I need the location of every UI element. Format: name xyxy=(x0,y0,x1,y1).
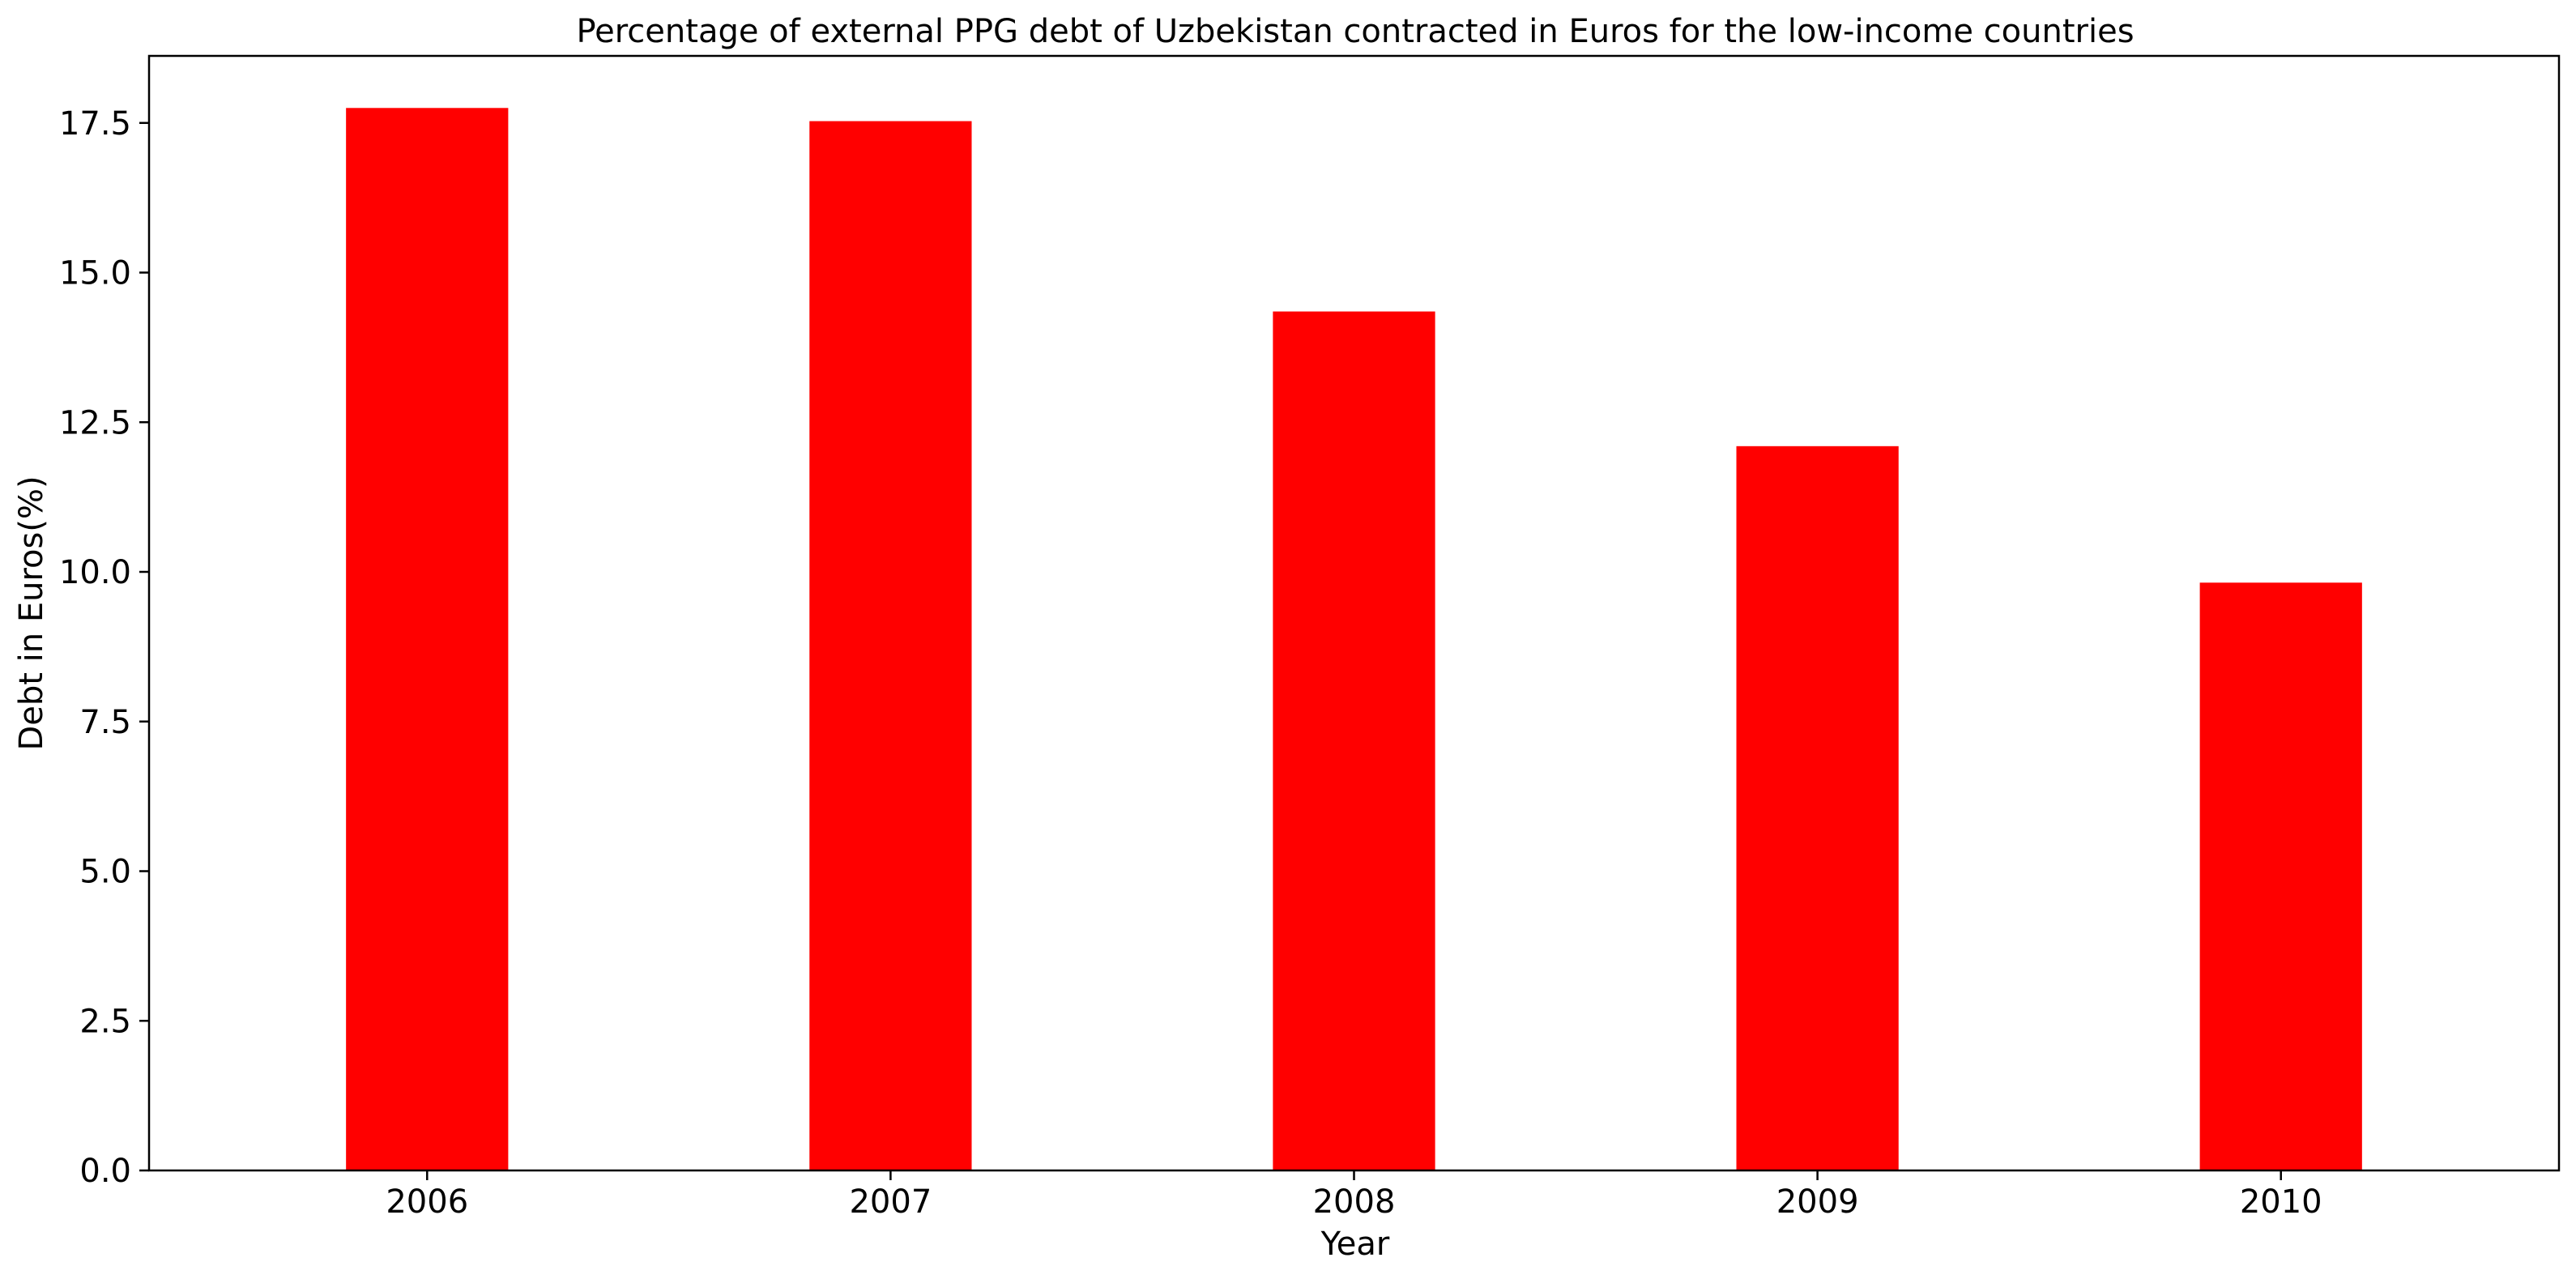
y-tick-label: 2.5 xyxy=(79,1003,131,1040)
x-tick-label: 2010 xyxy=(2240,1183,2322,1221)
bar-2007 xyxy=(809,121,972,1170)
y-tick-label: 17.5 xyxy=(59,105,131,143)
bar-2006 xyxy=(346,108,509,1170)
bars-group xyxy=(346,108,2362,1170)
y-tick-label: 12.5 xyxy=(59,404,131,441)
y-tick-label: 5.0 xyxy=(79,854,131,891)
bar-2009 xyxy=(1736,446,1899,1170)
y-tick-label: 7.5 xyxy=(79,704,131,741)
x-tick-label: 2008 xyxy=(1313,1183,1396,1221)
y-tick-label: 15.0 xyxy=(59,255,131,292)
bar-2008 xyxy=(1273,311,1435,1170)
x-axis-ticks: 2006 2007 2008 2009 2010 xyxy=(386,1170,2322,1221)
x-tick-label: 2009 xyxy=(1776,1183,1859,1221)
x-tick-label: 2007 xyxy=(849,1183,932,1221)
bar-2010 xyxy=(2199,582,2362,1170)
chart-title: Percentage of external PPG debt of Uzbek… xyxy=(576,13,2134,50)
x-axis-label: Year xyxy=(1320,1226,1390,1263)
y-axis-label: Debt in Euros(%) xyxy=(13,475,50,750)
y-tick-label: 10.0 xyxy=(59,554,131,591)
y-tick-label: 0.0 xyxy=(79,1153,131,1190)
y-axis-ticks: 0.0 2.5 5.0 7.5 10.0 12.5 15.0 17.5 xyxy=(59,105,149,1190)
x-tick-label: 2006 xyxy=(386,1183,468,1221)
